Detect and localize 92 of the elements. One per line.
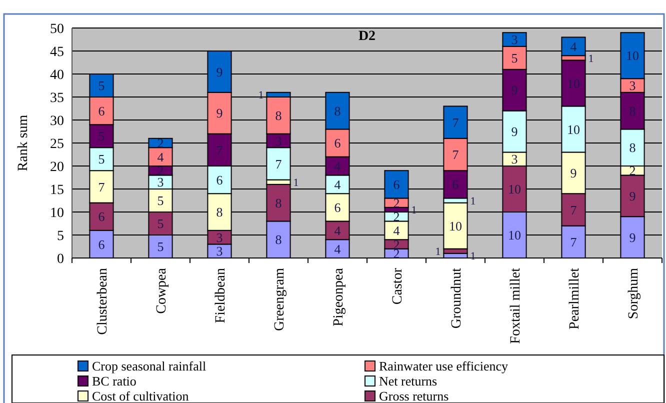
data-label: 1 bbox=[470, 195, 476, 208]
y-tick-label: 5 bbox=[57, 228, 64, 244]
data-label: 7 bbox=[275, 156, 282, 172]
data-label: 2 bbox=[393, 195, 400, 210]
legend-label: Cost of cultivation bbox=[92, 388, 190, 403]
data-label: 9 bbox=[216, 106, 223, 121]
data-label: 9 bbox=[629, 188, 636, 204]
x-tick-label: Pearlmillet bbox=[567, 268, 582, 330]
data-label: 10 bbox=[567, 76, 580, 91]
data-label: 10 bbox=[567, 122, 580, 137]
data-label: 7 bbox=[452, 147, 460, 162]
x-tick-label: Castor bbox=[390, 268, 406, 305]
data-label: 3 bbox=[216, 244, 223, 259]
data-label: 2 bbox=[157, 136, 164, 151]
data-label: 7 bbox=[216, 142, 224, 158]
data-label: 3 bbox=[511, 152, 518, 167]
y-tick-label: 10 bbox=[50, 206, 64, 221]
data-label: 6 bbox=[98, 103, 106, 118]
y-tick-label: 20 bbox=[50, 160, 64, 175]
data-label: 4 bbox=[334, 241, 342, 256]
data-label: 5 bbox=[98, 152, 105, 167]
x-tick-label: Groundnut bbox=[449, 268, 464, 329]
data-label: 4 bbox=[334, 176, 342, 192]
y-axis-title: Rank sum bbox=[16, 114, 31, 172]
y-tick-label: 40 bbox=[50, 68, 64, 83]
data-label: 6 bbox=[334, 200, 342, 215]
x-tick-label: Greengram bbox=[272, 268, 288, 331]
data-label: 10 bbox=[626, 48, 639, 64]
data-label: 2 bbox=[629, 163, 636, 178]
data-label: 9 bbox=[511, 124, 518, 140]
x-tick-label: Clusterbean bbox=[95, 268, 110, 335]
data-label: 3 bbox=[216, 230, 223, 245]
legend-label: Rainwater use efficiency bbox=[379, 358, 508, 374]
data-label: 8 bbox=[275, 232, 282, 248]
data-label: 9 bbox=[511, 82, 518, 98]
data-label: 1 bbox=[435, 246, 441, 258]
y-tick-label: 50 bbox=[50, 22, 64, 37]
y-tick-label: 0 bbox=[57, 252, 64, 267]
y-tick-label: 45 bbox=[50, 44, 64, 60]
data-label: 5 bbox=[157, 216, 164, 232]
data-label: 7 bbox=[570, 202, 578, 218]
data-label: 5 bbox=[157, 239, 164, 254]
data-label: 9 bbox=[570, 165, 577, 180]
data-label: 8 bbox=[275, 108, 282, 123]
data-label: 3 bbox=[275, 133, 282, 148]
data-label: 9 bbox=[629, 230, 636, 245]
x-tick-label: Sorghum bbox=[626, 268, 642, 320]
data-label: 7 bbox=[98, 179, 106, 194]
data-label: 3 bbox=[511, 32, 518, 48]
data-label: 8 bbox=[216, 204, 223, 220]
data-label: 7 bbox=[570, 234, 578, 250]
y-tick-label: 35 bbox=[50, 90, 64, 106]
y-tick-label: 30 bbox=[50, 114, 64, 129]
chart-title: D2 bbox=[358, 29, 376, 44]
data-label: 4 bbox=[334, 158, 342, 174]
data-label: 2 bbox=[393, 209, 400, 224]
data-label: 1 bbox=[293, 176, 299, 189]
data-label: 8 bbox=[629, 103, 636, 118]
data-label: 7 bbox=[452, 114, 460, 130]
data-label: 5 bbox=[98, 78, 105, 94]
data-label: 10 bbox=[449, 218, 462, 234]
x-tick-label: Pigeonpea bbox=[331, 267, 346, 326]
x-tick-label: Fieldbean bbox=[213, 268, 228, 324]
x-tick-label: Cowpea bbox=[154, 267, 170, 314]
data-label: 1 bbox=[588, 52, 594, 65]
legend-label: BC ratio bbox=[92, 374, 136, 389]
data-label: 5 bbox=[511, 50, 518, 66]
data-label: 8 bbox=[275, 195, 282, 210]
data-label: 4 bbox=[157, 149, 164, 164]
data-label: 6 bbox=[452, 176, 460, 192]
legend-label: Gross returns bbox=[379, 388, 449, 403]
data-label: 8 bbox=[334, 103, 341, 118]
data-label: 6 bbox=[98, 209, 106, 224]
x-tick-label: Foxtail millet bbox=[508, 268, 524, 344]
data-label: 9 bbox=[216, 64, 223, 80]
y-tick-label: 15 bbox=[50, 182, 64, 198]
data-label: 6 bbox=[334, 136, 342, 151]
data-label: 4 bbox=[334, 222, 342, 238]
data-label: 5 bbox=[98, 128, 105, 144]
data-label: 4 bbox=[393, 222, 400, 238]
data-label: 5 bbox=[157, 193, 164, 208]
legend-label: Net returns bbox=[379, 374, 438, 389]
data-label: 8 bbox=[629, 140, 636, 156]
legend-label: Crop seasonal rainfall bbox=[92, 358, 206, 374]
data-label: 10 bbox=[508, 182, 521, 197]
data-label: 6 bbox=[98, 236, 106, 252]
data-label: 10 bbox=[508, 228, 521, 243]
data-label: 4 bbox=[570, 38, 578, 54]
data-label: 6 bbox=[393, 176, 400, 192]
data-label: 3 bbox=[629, 78, 636, 94]
y-tick-label: 25 bbox=[50, 136, 64, 152]
data-label: 6 bbox=[216, 172, 224, 188]
